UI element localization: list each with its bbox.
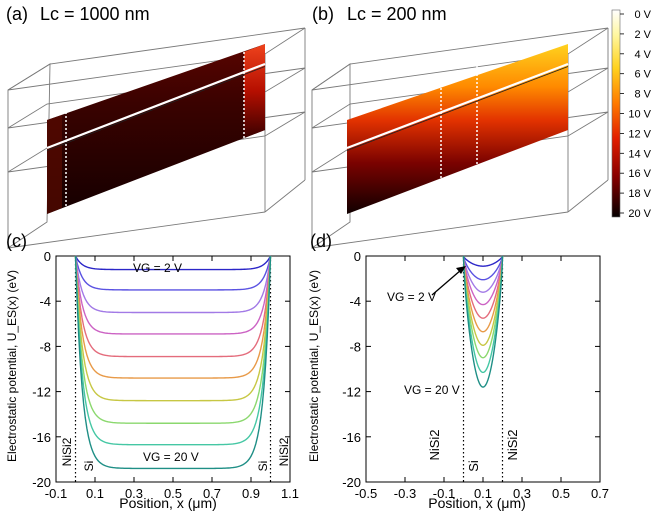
colorbar-tick-label: 10 V: [628, 109, 651, 121]
panel-a-slab: [47, 44, 265, 214]
panel-c-region-nisi2-left: NiSi2: [60, 437, 74, 466]
x-tick-label: 0.5: [164, 486, 182, 501]
y-tick-label: -16: [342, 430, 361, 445]
y-tick-label: -16: [32, 430, 51, 445]
panel-c-xlabel: Position, x (μm): [119, 495, 217, 511]
panel-c-region-si-right: Si: [256, 461, 270, 472]
series-line: [462, 255, 504, 267]
x-tick-label: 0.1: [86, 486, 104, 501]
panel-d-annotation-arrow: [431, 269, 462, 296]
panel-b-channel-line: [346, 62, 569, 150]
x-tick-label: 0.1: [474, 486, 492, 501]
x-tick-label: 0.3: [513, 486, 531, 501]
series-line: [462, 255, 504, 346]
panel-b-box: [311, 27, 609, 249]
panel-d-region-nisi2-right: NiSi2: [505, 429, 520, 460]
panel-d-annotation-bottom: VG = 20 V: [404, 383, 460, 397]
panel-b-label: (b): [312, 4, 334, 24]
x-tick-label: 0.9: [242, 486, 260, 501]
panel-a-channel-line: [46, 62, 266, 150]
y-tick-label: -4: [39, 294, 51, 309]
panel-c-annotation-bottom: VG = 20 V: [143, 450, 199, 464]
colorbar-scale: [611, 9, 621, 218]
panel-d: (d) -0.5 -0.3 -0.1 0.1 0.3 0.5 0.7 0 -4 -8 -12 -16 -…: [307, 231, 609, 511]
series-line: [74, 255, 272, 402]
y-tick-label: -12: [342, 385, 361, 400]
panel-a-left-edge: [244, 44, 265, 138]
panel-d-annotation-top: VG = 2 V: [387, 290, 436, 304]
panel-d-ylabel: Electrostatic potential, U_ES(x) (eV): [307, 270, 321, 462]
y-tick-label: -4: [349, 294, 361, 309]
series-line: [462, 255, 504, 319]
y-tick-label: -8: [349, 339, 361, 354]
colorbar-tick-label: 0 V: [634, 9, 651, 21]
series-line: [74, 255, 272, 424]
series-line: [462, 255, 504, 333]
x-tick-label: 0.7: [591, 486, 609, 501]
colorbar-tick-label: 8 V: [634, 89, 651, 101]
series-line: [74, 255, 272, 291]
series-line: [74, 255, 272, 271]
panel-b-slab: [347, 44, 568, 214]
x-tick-label: -0.1: [433, 486, 455, 501]
colorbar-tick-label: 6 V: [634, 69, 651, 81]
x-tick-label: 0.7: [203, 486, 221, 501]
colorbar-tick-label: 18 V: [628, 188, 651, 200]
y-tick-label: -20: [32, 475, 51, 490]
series-line: [462, 255, 504, 374]
panel-c-region-si-left: Si: [82, 461, 96, 472]
series-line: [462, 255, 504, 388]
panel-b: (b) Lc = 200 nm: [311, 4, 609, 249]
panel-a-title: Lc = 1000 nm: [40, 4, 150, 24]
panel-a: (a) Lc = 1000 nm: [6, 4, 306, 249]
colorbar-tick-label: 14 V: [628, 148, 651, 160]
series-line: [462, 255, 504, 306]
panel-d-label: (d): [310, 231, 332, 251]
colorbar-tick-label: 16 V: [628, 168, 651, 180]
series-line: [462, 255, 504, 281]
series-line: [74, 255, 272, 314]
panel-c-region-nisi2-right: NiSi2: [277, 437, 291, 466]
series-line: [74, 255, 272, 446]
y-tick-label: -8: [39, 339, 51, 354]
panel-c-label: (c): [6, 231, 27, 251]
colorbar-tick-label: 20 V: [628, 208, 651, 220]
panel-b-channel-line-shadow: [346, 66, 569, 151]
panel-a-label: (a): [6, 4, 28, 24]
series-line: [462, 255, 504, 293]
panel-c-annotation-top: VG = 2 V: [133, 261, 182, 275]
x-tick-label: 0.3: [125, 486, 143, 501]
series-line: [74, 255, 272, 470]
series-line: [74, 255, 272, 358]
x-tick-label: 0.5: [552, 486, 570, 501]
x-tick-label: -0.5: [355, 486, 377, 501]
panel-a-channel-line-shadow: [46, 66, 266, 151]
y-tick-label: -20: [342, 475, 361, 490]
colorbar-tick-label: 2 V: [634, 29, 651, 41]
panel-d-region-si: Si: [466, 460, 481, 472]
series-line: [74, 255, 272, 379]
x-tick-label: 1.1: [281, 486, 299, 501]
y-tick-label: 0: [44, 249, 51, 264]
colorbar-tick-label: 4 V: [634, 49, 651, 61]
panel-d-annotation-arrowhead: [456, 266, 466, 274]
panel-c-ylabel: Electrostatic potential, U_ES(x) (eV): [5, 270, 19, 462]
y-tick-label: 0: [354, 249, 361, 264]
panel-a-right-edge: [47, 115, 62, 214]
series-line: [74, 255, 272, 335]
series-line: [462, 255, 504, 359]
x-tick-label: -0.3: [394, 486, 416, 501]
panel-c: (c) -0.1 0.1 0.3 0.5 0.7 0.9 1.1 0 -4 -8 -12 -16 -20…: [5, 231, 299, 511]
y-tick-label: -12: [32, 385, 51, 400]
x-tick-label: -0.1: [45, 486, 67, 501]
colorbar: 0 V 2 V 4 V 6 V 8 V 10 V 12 V 14 V 16 V 18 V 20 V: [611, 9, 652, 220]
colorbar-tick-label: 12 V: [628, 128, 651, 140]
panel-d-region-nisi2-left: NiSi2: [427, 429, 442, 460]
panel-b-title: Lc = 200 nm: [347, 4, 447, 24]
panel-d-xlabel: Position, x (μm): [428, 495, 526, 511]
